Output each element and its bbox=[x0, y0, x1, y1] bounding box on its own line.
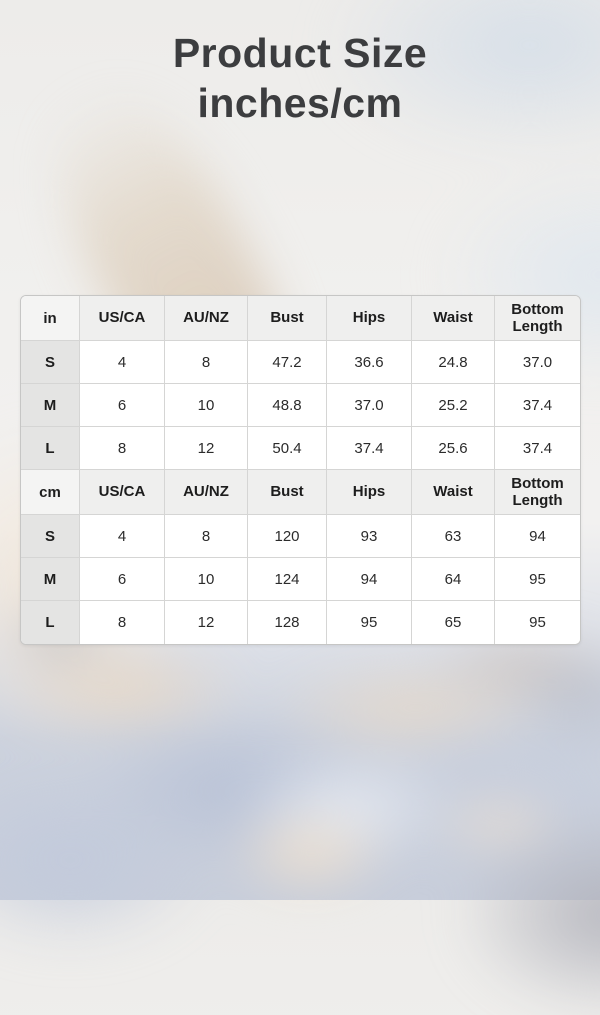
column-header-cell: AU/NZ bbox=[165, 296, 248, 341]
cloud-blob bbox=[500, 650, 600, 745]
value-cell: 47.2 bbox=[248, 341, 327, 384]
value-cell: 37.4 bbox=[495, 427, 580, 470]
size-label-cell: L bbox=[21, 601, 80, 644]
value-cell: 128 bbox=[248, 601, 327, 644]
value-cell: 120 bbox=[248, 515, 327, 558]
value-cell: 8 bbox=[80, 427, 165, 470]
size-label-cell: S bbox=[21, 515, 80, 558]
value-cell: 93 bbox=[327, 515, 412, 558]
cloud-blob bbox=[370, 725, 600, 865]
size-label-cell: S bbox=[21, 341, 80, 384]
cloud-blob bbox=[425, 785, 575, 860]
value-cell: 64 bbox=[412, 558, 495, 601]
unit-header-row-in: in US/CA AU/NZ Bust Hips Waist Bottom Length bbox=[21, 296, 580, 341]
value-cell: 94 bbox=[327, 558, 412, 601]
value-cell: 95 bbox=[495, 601, 580, 644]
size-label-cell: M bbox=[21, 384, 80, 427]
value-cell: 8 bbox=[80, 601, 165, 644]
value-cell: 4 bbox=[80, 341, 165, 384]
value-cell: 94 bbox=[495, 515, 580, 558]
value-cell: 37.0 bbox=[495, 341, 580, 384]
value-cell: 36.6 bbox=[327, 341, 412, 384]
value-cell: 95 bbox=[495, 558, 580, 601]
value-cell: 37.4 bbox=[327, 427, 412, 470]
cloud-blob bbox=[0, 770, 210, 950]
value-cell: 48.8 bbox=[248, 384, 327, 427]
value-cell: 10 bbox=[165, 384, 248, 427]
value-cell: 124 bbox=[248, 558, 327, 601]
column-header-cell: Hips bbox=[327, 470, 412, 515]
column-header-cell: Bust bbox=[248, 296, 327, 341]
page-title: Product Size inches/cm bbox=[0, 28, 600, 128]
value-cell: 10 bbox=[165, 558, 248, 601]
value-cell: 37.0 bbox=[327, 384, 412, 427]
unit-cell-cm: cm bbox=[21, 470, 80, 515]
value-cell: 24.8 bbox=[412, 341, 495, 384]
column-header-cell: Bottom Length bbox=[495, 470, 580, 515]
cloud-blob bbox=[225, 805, 395, 900]
column-header-cell: Hips bbox=[327, 296, 412, 341]
page-title-line1: Product Size bbox=[172, 30, 428, 76]
value-cell: 25.2 bbox=[412, 384, 495, 427]
value-cell: 37.4 bbox=[495, 384, 580, 427]
size-table: in US/CA AU/NZ Bust Hips Waist Bottom Length S 4… bbox=[20, 295, 581, 645]
size-row-in-M: M 6 10 48.8 37.0 25.2 37.4 bbox=[21, 384, 580, 427]
column-header-cell: Bust bbox=[248, 470, 327, 515]
value-cell: 6 bbox=[80, 384, 165, 427]
size-row-cm-M: M 6 10 124 94 64 95 bbox=[21, 558, 580, 601]
value-cell: 25.6 bbox=[412, 427, 495, 470]
size-row-in-S: S 4 8 47.2 36.6 24.8 37.0 bbox=[21, 341, 580, 384]
value-cell: 50.4 bbox=[248, 427, 327, 470]
cloud-blob bbox=[230, 750, 460, 865]
value-cell: 8 bbox=[165, 515, 248, 558]
size-label-cell: M bbox=[21, 558, 80, 601]
column-header-cell: US/CA bbox=[80, 470, 165, 515]
value-cell: 65 bbox=[412, 601, 495, 644]
cloud-blob bbox=[460, 815, 600, 1015]
cloud-blob bbox=[265, 660, 555, 755]
size-row-cm-S: S 4 8 120 93 63 94 bbox=[21, 515, 580, 558]
value-cell: 4 bbox=[80, 515, 165, 558]
size-row-in-L: L 8 12 50.4 37.4 25.6 37.4 bbox=[21, 427, 580, 470]
value-cell: 95 bbox=[327, 601, 412, 644]
value-cell: 6 bbox=[80, 558, 165, 601]
size-label-cell: L bbox=[21, 427, 80, 470]
unit-cell-in: in bbox=[21, 296, 80, 341]
column-header-cell: Bottom Length bbox=[495, 296, 580, 341]
unit-header-row-cm: cm US/CA AU/NZ Bust Hips Waist Bottom Length bbox=[21, 470, 580, 515]
value-cell: 63 bbox=[412, 515, 495, 558]
column-header-cell: US/CA bbox=[80, 296, 165, 341]
cloud-blob bbox=[85, 715, 395, 865]
column-header-cell: AU/NZ bbox=[165, 470, 248, 515]
page-title-line2: inches/cm bbox=[197, 80, 403, 127]
size-row-cm-L: L 8 12 128 95 65 95 bbox=[21, 601, 580, 644]
value-cell: 12 bbox=[165, 427, 248, 470]
cloud-blob bbox=[0, 640, 250, 740]
column-header-cell: Waist bbox=[412, 296, 495, 341]
value-cell: 8 bbox=[165, 341, 248, 384]
value-cell: 12 bbox=[165, 601, 248, 644]
column-header-cell: Waist bbox=[412, 470, 495, 515]
